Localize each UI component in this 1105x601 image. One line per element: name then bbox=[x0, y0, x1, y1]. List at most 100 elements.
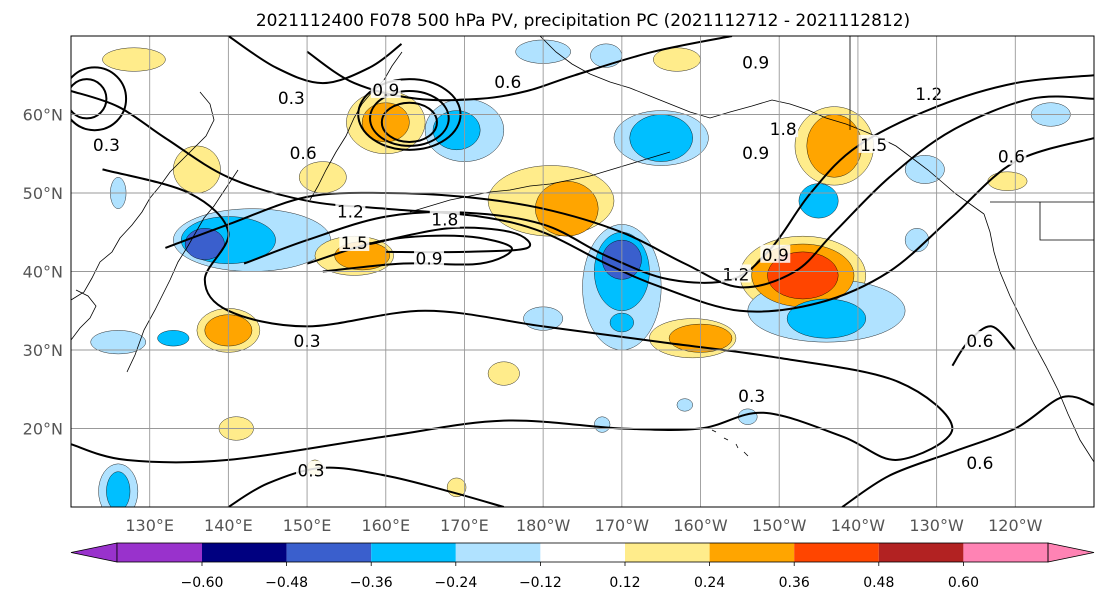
lon-tick-label: 170°W bbox=[595, 516, 650, 535]
contour-label-bg bbox=[296, 460, 327, 479]
pv-contour-line bbox=[841, 395, 1094, 507]
precip-blob bbox=[106, 471, 131, 507]
pv-contour-label: 0.3 bbox=[93, 136, 120, 156]
precip-blob bbox=[594, 416, 611, 433]
colorbar-segment bbox=[963, 543, 1048, 562]
lon-tick-label: 150°E bbox=[283, 516, 332, 535]
precip-blob bbox=[806, 114, 863, 178]
pv-contour-label: 0.9 bbox=[742, 53, 769, 73]
pv-contour-label: 0.6 bbox=[998, 148, 1025, 168]
pv-contour-line bbox=[227, 36, 403, 85]
chart-title: 2021112400 F078 500 hPa PV, precipitatio… bbox=[256, 11, 910, 31]
pv-closed-contour bbox=[71, 66, 128, 132]
pv-contour-label: 1.5 bbox=[341, 234, 368, 254]
colorbar-frame bbox=[116, 542, 1049, 563]
colorbar-tick-label: −0.12 bbox=[519, 575, 562, 591]
colorbar-segment bbox=[455, 543, 541, 562]
contour-label-bg bbox=[768, 119, 799, 138]
pv-closed-contour bbox=[369, 89, 450, 147]
pv-contour-line bbox=[369, 226, 532, 254]
contour-label-bg bbox=[492, 72, 523, 91]
lon-tick-label: 140°W bbox=[831, 516, 886, 535]
lat-tick-label: 30°N bbox=[23, 341, 63, 360]
colorbar-segment bbox=[878, 543, 964, 562]
lon-tick-label: 130°W bbox=[909, 516, 964, 535]
latitude-tick-labels: 20°N 30°N 40°N 50°N 60°N bbox=[23, 106, 63, 439]
lon-tick-label: 160°E bbox=[361, 516, 410, 535]
pv-contour-label: 1.8 bbox=[770, 120, 797, 140]
colorbar-tick-label: −0.36 bbox=[350, 575, 393, 591]
contour-label-bg bbox=[740, 142, 771, 161]
pv-contour-layer bbox=[71, 36, 1094, 507]
lat-tick-label: 60°N bbox=[23, 106, 63, 125]
lon-tick-label: 130°E bbox=[125, 516, 174, 535]
contour-label-bg bbox=[964, 452, 995, 471]
precip-blob bbox=[590, 43, 623, 68]
hawaii-islands bbox=[711, 429, 749, 457]
colorbar-segment bbox=[286, 543, 372, 562]
pv-contour-label: 0.9 bbox=[762, 246, 789, 266]
lon-tick-label: 170°E bbox=[440, 516, 489, 535]
kamchatka-coastline bbox=[309, 51, 403, 201]
colorbar-tick-label: 0.36 bbox=[779, 575, 810, 591]
contour-label-bg bbox=[740, 52, 771, 71]
pv-contour-line bbox=[165, 95, 1094, 289]
japan-coastline bbox=[126, 169, 239, 373]
pv-contour-line bbox=[243, 74, 1094, 284]
pv-contour-label: 1.2 bbox=[722, 265, 749, 285]
alaska-coastline bbox=[539, 36, 985, 215]
contour-label-bg bbox=[996, 146, 1027, 165]
contour-label-bg bbox=[429, 209, 460, 228]
precip-blob bbox=[767, 251, 839, 300]
gridlines bbox=[71, 36, 1094, 507]
contour-label-bg bbox=[335, 201, 366, 220]
pv-contour-line bbox=[306, 36, 733, 102]
pv-contour-label: 0.9 bbox=[742, 144, 769, 164]
precip-blob bbox=[535, 181, 599, 237]
precip-blob bbox=[90, 330, 146, 355]
lat-tick-label: 20°N bbox=[23, 420, 63, 439]
pv-contour-line bbox=[227, 466, 505, 507]
pv-contour-label-layer: 0.9 0.6 0.9 0.3 1.2 1.8 1.5 0.9 0.6 0.3 0.6 1.2 1.8 1… bbox=[91, 52, 1027, 482]
precip-blob bbox=[676, 398, 693, 412]
pv-contour-label: 1.2 bbox=[337, 203, 364, 223]
precip-blob bbox=[987, 171, 1028, 191]
pv-contour-line bbox=[71, 89, 1094, 313]
pv-contour-label: 1.8 bbox=[431, 210, 458, 230]
colorbar-tick-label: 0.12 bbox=[609, 575, 640, 591]
colorbar-tick-label: −0.60 bbox=[181, 575, 224, 591]
colorbar-tick-label: −0.48 bbox=[265, 575, 308, 591]
north-america-coastline bbox=[983, 213, 1094, 463]
korea-coastline bbox=[71, 289, 97, 341]
lon-tick-label: 180°W bbox=[516, 516, 571, 535]
contour-label-bg bbox=[276, 87, 307, 106]
precip-blob bbox=[786, 298, 866, 339]
colorbar-extend-low bbox=[70, 542, 118, 563]
colorbar-tick-label: −0.24 bbox=[434, 575, 477, 591]
colorbar-segment bbox=[371, 543, 456, 562]
contour-label-bg bbox=[339, 233, 370, 252]
contour-label-bg bbox=[760, 244, 791, 263]
precip-blob bbox=[653, 47, 701, 72]
colorbar: −0.60 −0.48 −0.36 −0.24 −0.12 0.12 0.24 0.36 0.4… bbox=[70, 542, 1095, 591]
colorbar-segment bbox=[794, 543, 879, 562]
map-frame bbox=[70, 35, 1095, 508]
precip-blob bbox=[157, 330, 190, 347]
contour-label-bg bbox=[91, 134, 122, 153]
precip-blob bbox=[102, 47, 166, 72]
colorbar-segment bbox=[540, 543, 625, 562]
pv-contour-label: 0.3 bbox=[278, 89, 305, 109]
longitude-tick-labels: 130°E 140°E 150°E 160°E 170°E 180°W 170°W 160°W… bbox=[125, 516, 1042, 535]
pv-contour-label: 0.6 bbox=[494, 73, 521, 93]
lat-tick-label: 40°N bbox=[23, 263, 63, 282]
pv-contour-label: 0.6 bbox=[966, 332, 993, 352]
pv-closed-contour bbox=[71, 78, 108, 120]
pv-contour-label: 0.9 bbox=[416, 250, 443, 270]
contour-label-bg bbox=[720, 264, 751, 283]
pv-contour-label: 0.3 bbox=[738, 387, 765, 407]
colorbar-tick-label: 0.24 bbox=[694, 575, 725, 591]
precip-blob bbox=[904, 155, 945, 184]
precip-blob bbox=[904, 228, 929, 253]
contour-label-bg bbox=[414, 248, 445, 267]
